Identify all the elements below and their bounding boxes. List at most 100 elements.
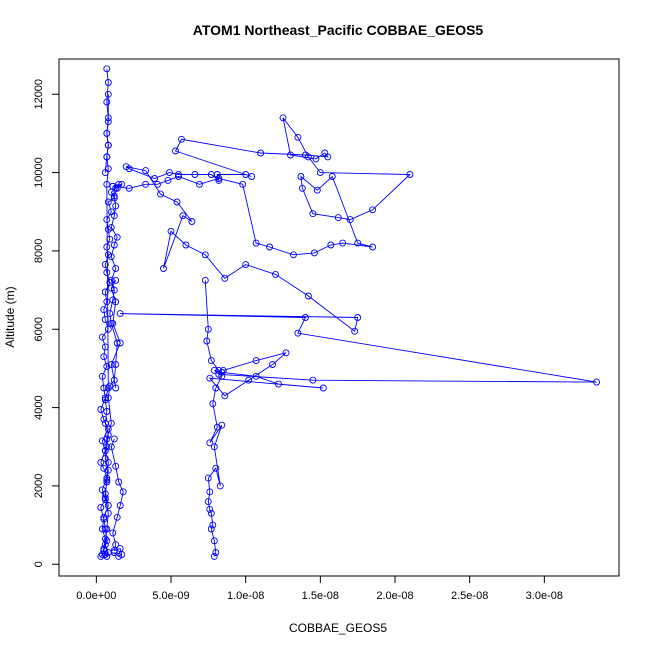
data-point [178, 135, 185, 143]
data-point [160, 265, 167, 272]
data-point [106, 382, 114, 390]
y-tick-label: 2000 [33, 474, 45, 498]
data-point [167, 227, 175, 235]
y-tick-label: 12000 [33, 79, 45, 110]
data-point [312, 155, 320, 163]
data-point [248, 173, 256, 180]
data-point [242, 261, 250, 269]
x-tick-label: 0.0e+00 [76, 590, 116, 602]
data-point [119, 488, 127, 496]
data-point [101, 288, 109, 296]
data-point [109, 319, 117, 327]
data-point [319, 384, 327, 392]
data-point [101, 261, 109, 269]
data-point [112, 462, 120, 470]
x-axis: 0.0e+00 5.0e-09 1.0e-08 1.5e-08 2.0e-08 2.5e-… [76, 575, 563, 602]
data-point [245, 376, 253, 384]
data-point [98, 372, 106, 380]
data-point [206, 439, 214, 447]
data-point [309, 376, 317, 384]
data-point [98, 437, 106, 445]
data-point [116, 545, 124, 553]
data-point [406, 171, 414, 178]
data-point [216, 482, 224, 490]
data-point [290, 251, 297, 259]
x-tick-label: 2.5e-08 [451, 590, 488, 602]
data-point [113, 513, 121, 521]
data-point [287, 151, 294, 159]
data-point [104, 114, 112, 122]
data-point [142, 167, 150, 175]
data-point [191, 171, 199, 178]
data-point [103, 435, 111, 443]
data-point [213, 423, 221, 431]
data-point [101, 494, 109, 502]
series-4 [107, 276, 124, 392]
data-point [116, 310, 124, 318]
series-line [204, 280, 223, 557]
data-point [103, 65, 111, 73]
data-point [213, 171, 221, 178]
data-point [207, 509, 215, 517]
data-point [252, 372, 260, 380]
data-point [100, 515, 108, 523]
data-point [104, 384, 112, 392]
data-point [107, 361, 115, 368]
data-point [112, 276, 120, 284]
data-point [215, 175, 223, 182]
x-tick-label: 1.5e-08 [302, 590, 339, 602]
data-point [221, 274, 229, 282]
data-point [297, 173, 305, 180]
data-point [104, 431, 112, 439]
data-point [103, 153, 111, 161]
data-point [310, 249, 318, 257]
data-point [207, 357, 215, 365]
series-5 [201, 276, 226, 560]
data-point [182, 241, 190, 249]
data-point [173, 198, 181, 206]
series-line [110, 280, 121, 389]
data-point [207, 525, 215, 533]
data-point [113, 184, 121, 192]
y-tick-label: 0 [33, 561, 45, 567]
data-point [104, 79, 112, 86]
data-point [294, 329, 302, 337]
data-point [354, 314, 362, 321]
data-point [103, 443, 111, 451]
data-point [210, 366, 218, 374]
data-point [354, 239, 362, 247]
data-point [210, 552, 218, 560]
data-point [110, 241, 118, 249]
data-point [109, 529, 117, 537]
data-point [101, 396, 109, 404]
x-tick-label: 2.0e-08 [376, 590, 413, 602]
data-point [110, 549, 118, 556]
data-point [266, 243, 274, 251]
data-point [103, 478, 111, 486]
data-point [104, 141, 112, 149]
data-point [101, 490, 109, 498]
data-point [252, 357, 260, 365]
data-point [257, 149, 265, 157]
data-point [103, 180, 111, 188]
data-point [206, 505, 214, 513]
data-point [309, 210, 317, 218]
data-point [103, 552, 111, 560]
data-point [218, 421, 226, 429]
data-point [112, 265, 120, 272]
data-point [294, 133, 302, 141]
data-point [100, 415, 108, 423]
data-point [98, 525, 106, 533]
data-point [106, 310, 114, 318]
y-tick-label: 10000 [33, 157, 45, 188]
data-point [101, 419, 109, 427]
data-point [101, 343, 109, 351]
data-point [100, 306, 108, 314]
data-point [97, 458, 105, 466]
data-point [112, 298, 120, 306]
data-point [112, 202, 120, 210]
data-point [593, 378, 601, 386]
x-tick-label: 1.0e-08 [227, 590, 264, 602]
